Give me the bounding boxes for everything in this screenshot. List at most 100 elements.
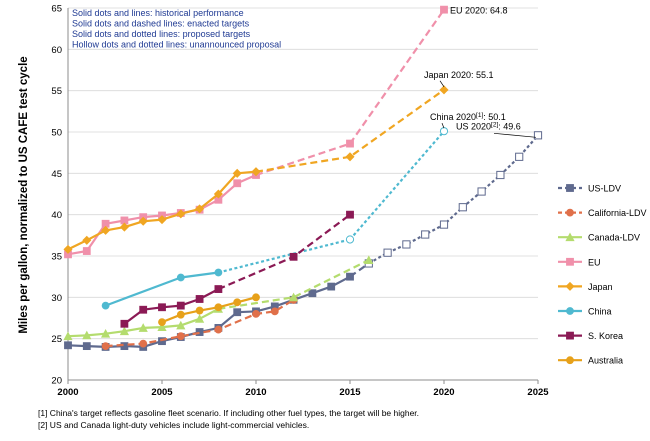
data-point-canada-ldv-2003 xyxy=(119,326,129,336)
data-point-canada-ldv-2012 xyxy=(289,292,299,302)
data-point-eu-2001 xyxy=(82,247,91,255)
data-point-us-ldv-2025 xyxy=(533,131,543,140)
data-point-china-2015 xyxy=(345,235,355,244)
series-line-australia-0 xyxy=(161,296,257,324)
data-point-eu-2015 xyxy=(346,139,354,148)
data-point-us-ldv-2024 xyxy=(515,152,524,161)
series-line-china-2 xyxy=(349,130,445,241)
y-tick-label-40: 40 xyxy=(51,210,62,221)
data-point-japan-2005 xyxy=(157,215,167,225)
x-tick-label-2020: 2020 xyxy=(433,387,454,398)
legend-swatch-marker-canada-ldv xyxy=(565,232,575,242)
footnote-2: [2] US and Canada light-duty vehicles in… xyxy=(38,420,310,430)
data-point-japan-2015 xyxy=(345,152,355,162)
data-point-japan-2006 xyxy=(176,209,186,219)
data-point-california-ldv-2010 xyxy=(252,309,260,318)
x-tick-label-2000: 2000 xyxy=(57,387,78,398)
data-point-canada-ldv-2006 xyxy=(176,320,186,330)
data-point-s-korea-2005 xyxy=(158,303,166,312)
data-point-eu-2009 xyxy=(233,179,242,188)
y-tick-label-60: 60 xyxy=(51,45,62,56)
legend-label-us-ldv: US-LDV xyxy=(588,184,621,194)
data-point-eu-2020 xyxy=(440,5,448,14)
data-point-s-korea-2004 xyxy=(139,305,148,314)
series-line-china-1 xyxy=(218,238,351,274)
legend-item-australia: Australia xyxy=(558,356,623,366)
data-point-australia-2010 xyxy=(252,293,260,302)
series-california-ldv xyxy=(101,295,298,351)
data-point-us-ldv-2014 xyxy=(327,282,336,291)
note-line-2: Solid dots and dotted lines: proposed ta… xyxy=(72,29,251,39)
legend-label-canada-ldv: Canada-LDV xyxy=(588,233,640,243)
series-line-s-korea-1 xyxy=(217,213,351,291)
data-point-china-2008 xyxy=(214,268,223,277)
data-point-california-ldv-2002 xyxy=(101,342,110,351)
data-point-california-ldv-2008 xyxy=(214,325,223,334)
data-point-japan-2008 xyxy=(213,189,223,199)
y-tick-label-45: 45 xyxy=(51,169,62,180)
data-point-us-ldv-2001 xyxy=(82,342,91,351)
data-point-us-ldv-2018 xyxy=(402,240,411,249)
data-point-australia-2009 xyxy=(233,298,242,307)
annotations: EU 2020: 64.8 Japan 2020: 55.1 China 2020[… xyxy=(424,6,537,138)
data-point-s-korea-2008 xyxy=(214,285,223,293)
series-australia xyxy=(158,293,260,327)
data-point-california-ldv-2004 xyxy=(139,339,148,348)
y-axis-label: Miles per gallon, normalized to US CAFE … xyxy=(18,56,30,333)
series-line-canada-ldv-1 xyxy=(218,259,370,310)
legend-label-eu: EU xyxy=(588,257,601,267)
data-point-us-ldv-2017 xyxy=(383,248,392,257)
series-line-us-ldv-0 xyxy=(67,275,351,348)
x-tick-label-2005: 2005 xyxy=(151,387,173,398)
data-point-japan-2000 xyxy=(63,244,73,254)
legend-label-s-korea: S. Korea xyxy=(588,331,623,341)
annotation-leader-2 xyxy=(441,123,445,129)
data-point-australia-2008 xyxy=(214,303,223,312)
legend-label-australia: Australia xyxy=(588,356,623,366)
data-point-japan-2010 xyxy=(251,167,261,177)
data-point-s-korea-2003 xyxy=(120,319,129,328)
legend-swatch-marker-australia xyxy=(566,356,574,365)
data-point-japan-2004 xyxy=(138,216,148,226)
data-point-california-ldv-2011 xyxy=(270,307,279,316)
legend-swatch-marker-eu xyxy=(566,257,574,266)
legend-swatch-marker-us-ldv xyxy=(566,184,574,192)
series-lines xyxy=(63,5,543,351)
data-point-canada-ldv-2004 xyxy=(138,323,148,332)
data-point-australia-2005 xyxy=(158,318,166,327)
y-tick-label-65: 65 xyxy=(51,4,62,15)
data-point-us-ldv-2009 xyxy=(233,308,242,317)
legend-swatch-marker-california-ldv xyxy=(566,208,574,217)
x-tick-label-2025: 2025 xyxy=(527,387,549,398)
data-point-us-ldv-2019 xyxy=(421,230,430,239)
data-point-us-ldv-2020 xyxy=(439,220,449,229)
data-point-california-ldv-2006 xyxy=(176,332,185,341)
data-point-us-ldv-2022 xyxy=(477,187,486,196)
legend-label-japan: Japan xyxy=(588,282,613,292)
legend-item-eu: EU xyxy=(558,257,601,267)
legend-swatch-marker-s-korea xyxy=(566,331,574,340)
note-line-1: Solid dots and dashed lines: enacted tar… xyxy=(72,19,250,29)
data-point-us-ldv-2021 xyxy=(458,203,467,212)
data-point-s-korea-2012 xyxy=(289,252,298,261)
data-point-canada-ldv-2007 xyxy=(195,314,205,323)
legend-item-china: China xyxy=(558,307,612,317)
data-point-us-ldv-2013 xyxy=(308,289,317,298)
data-point-australia-2007 xyxy=(195,306,204,315)
data-point-canada-ldv-2001 xyxy=(82,330,92,340)
data-point-australia-2006 xyxy=(176,310,185,319)
annotation-3: US 2020[2]: 49.6 xyxy=(456,121,521,132)
note-line-0: Solid dots and lines: historical perform… xyxy=(72,8,244,18)
footnote-1: [1] China's target reflects gasoline fle… xyxy=(38,408,420,418)
y-tick-label-35: 35 xyxy=(51,252,62,263)
data-point-canada-ldv-2005 xyxy=(157,322,167,331)
data-point-us-ldv-2000 xyxy=(64,341,72,350)
data-point-canada-ldv-2000 xyxy=(63,331,73,341)
data-point-s-korea-2015 xyxy=(346,210,354,219)
data-point-japan-2003 xyxy=(119,222,129,232)
legend-swatch-marker-china xyxy=(566,307,574,315)
legend-label-china: China xyxy=(588,307,612,317)
data-point-japan-2002 xyxy=(101,225,111,235)
